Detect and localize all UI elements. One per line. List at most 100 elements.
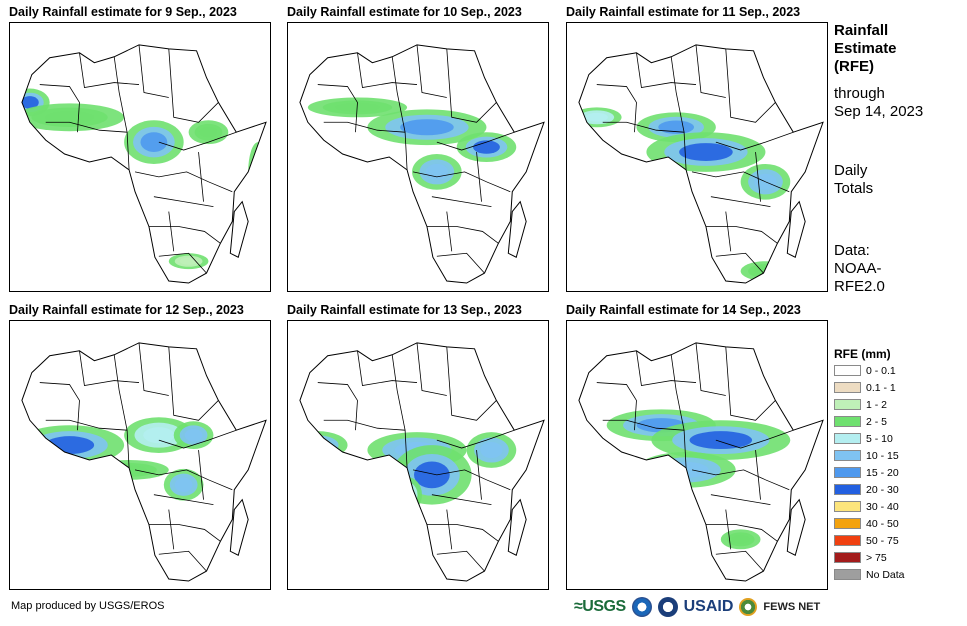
rainfall-map	[9, 22, 271, 292]
country-border	[138, 44, 169, 98]
country-border	[596, 382, 637, 431]
legend-item: No Data	[834, 566, 959, 583]
panel-title: Daily Rainfall estimate for 10 Sep., 202…	[287, 5, 522, 19]
heading-estimate: Estimate	[834, 40, 897, 57]
rain-patch	[473, 140, 500, 154]
country-border	[357, 52, 418, 88]
legend-label: 20 - 30	[866, 483, 899, 496]
rain-patch	[396, 482, 418, 508]
country-border	[45, 419, 128, 431]
country-border	[446, 509, 453, 550]
country-border	[715, 550, 764, 572]
usgs-logo: ≈USGS	[574, 598, 626, 615]
country-border	[602, 121, 685, 133]
rain-patch	[658, 120, 695, 134]
legend-label: 10 - 15	[866, 449, 899, 462]
rain-patch	[69, 265, 130, 278]
country-border	[725, 346, 776, 421]
rain-patch	[220, 580, 257, 582]
legend-item: 15 - 20	[834, 464, 959, 481]
country-border	[416, 44, 447, 98]
rain-patch	[608, 267, 645, 275]
country-border	[134, 469, 233, 491]
country-border	[715, 429, 794, 449]
country-border	[705, 226, 778, 244]
rain-patch	[526, 163, 545, 200]
panel-title: Daily Rainfall estimate for 14 Sep., 202…	[566, 303, 801, 317]
rainfall-map	[287, 22, 549, 292]
legend-item: 20 - 30	[834, 481, 959, 498]
country-border	[412, 469, 511, 491]
coastline	[578, 44, 824, 284]
heading-rainfall: Rainfall	[834, 22, 889, 39]
usaid-seal-icon	[657, 597, 678, 617]
legend-title: RFE (mm)	[834, 347, 891, 361]
rain-patch	[480, 442, 503, 459]
legend-swatch	[834, 467, 861, 478]
country-border	[670, 354, 687, 468]
legend-label: 30 - 40	[866, 500, 899, 513]
map-panel-sep-11: Daily Rainfall estimate for 11 Sep., 202…	[566, 2, 828, 292]
country-border	[113, 354, 130, 468]
country-border	[476, 449, 482, 500]
country-border	[695, 44, 726, 98]
legend-item: 50 - 75	[834, 532, 959, 549]
rain-patch	[356, 278, 379, 284]
heading-rfe: (RFE)	[834, 58, 874, 75]
country-border	[755, 151, 761, 202]
country-border	[446, 48, 497, 123]
country-border	[725, 509, 732, 550]
country-border	[710, 494, 771, 506]
noaa-logo-icon	[631, 597, 652, 617]
rain-patch	[174, 477, 193, 492]
rain-patch	[342, 275, 393, 284]
country-border	[39, 382, 80, 431]
rain-patch	[21, 127, 30, 137]
legend-label: 2 - 5	[866, 415, 888, 428]
country-border	[636, 52, 697, 88]
rainfall-map	[287, 320, 549, 590]
panel-title: Daily Rainfall estimate for 12 Sep., 202…	[9, 303, 244, 317]
country-border	[436, 429, 515, 449]
legend-label: 15 - 20	[866, 466, 899, 479]
coastline	[299, 342, 545, 582]
rain-patch	[21, 125, 32, 140]
legend-item: 1 - 2	[834, 396, 959, 413]
map-panel-sep-13: Daily Rainfall estimate for 13 Sep., 202…	[287, 300, 549, 590]
country-border	[725, 211, 732, 252]
rain-patch	[253, 158, 263, 186]
coastline	[299, 44, 545, 284]
rainfall-map	[9, 320, 271, 590]
legend-item: 5 - 10	[834, 430, 959, 447]
country-border	[476, 151, 482, 202]
country-border	[198, 151, 204, 202]
legend-label: 0 - 0.1	[866, 364, 896, 377]
legend-label: 50 - 75	[866, 534, 899, 547]
country-border	[426, 524, 499, 542]
country-border	[436, 550, 485, 572]
legend-item: 40 - 50	[834, 515, 959, 532]
rain-patch	[578, 443, 588, 457]
through-date: Sep 14, 2023	[834, 103, 924, 120]
legend-label: No Data	[866, 568, 905, 581]
legend-swatch	[834, 484, 861, 495]
rain-patch	[531, 173, 541, 190]
country-border	[158, 252, 207, 274]
country-border	[670, 56, 687, 170]
rain-patch	[731, 534, 750, 544]
country-border	[168, 48, 219, 123]
legend-label: 1 - 2	[866, 398, 888, 411]
country-border	[113, 56, 130, 170]
country-border	[317, 382, 358, 431]
country-border	[138, 342, 169, 396]
rain-patch	[598, 265, 655, 277]
panel-title: Daily Rainfall estimate for 13 Sep., 202…	[287, 303, 522, 317]
country-border	[695, 342, 726, 396]
country-border	[168, 509, 175, 550]
data-source-2: RFE2.0	[834, 278, 885, 295]
country-border	[391, 56, 408, 170]
country-border	[715, 131, 794, 151]
country-border	[45, 121, 128, 133]
rain-patch	[679, 143, 733, 161]
country-border	[431, 494, 492, 506]
